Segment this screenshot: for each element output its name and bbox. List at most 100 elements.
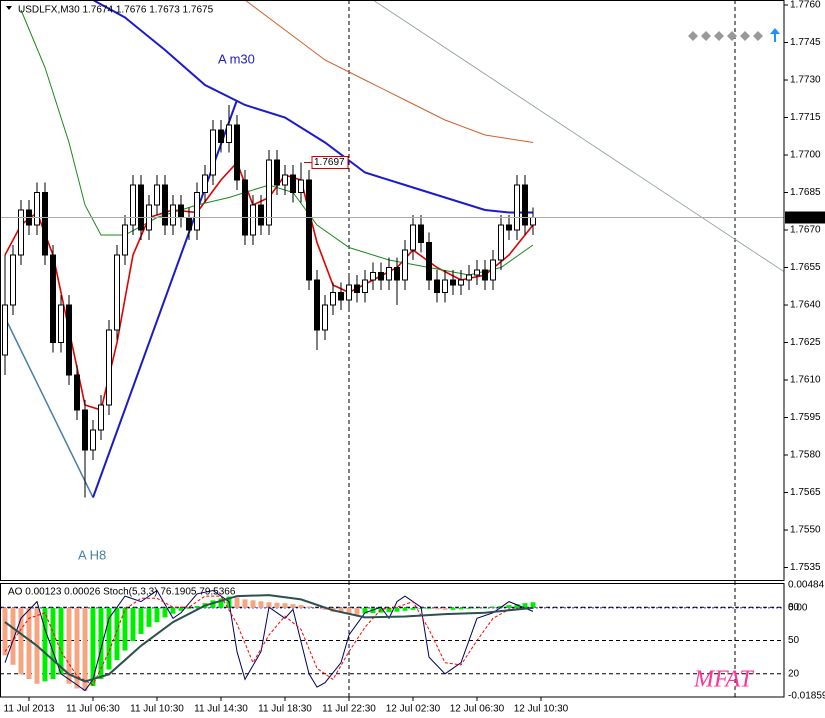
watermark: MFAT [693, 667, 754, 693]
main-panel: 1.7697 [0, 0, 784, 498]
ao-bar [338, 607, 344, 613]
candle-body [282, 174, 288, 186]
candle-body [402, 249, 408, 281]
y-tick-label: 1.7715 [790, 112, 821, 123]
ao-bar [410, 607, 416, 610]
candle-body [370, 272, 376, 281]
ao-bar [2, 607, 8, 656]
ao-bar [362, 607, 368, 614]
y-tick-label: 1.7730 [790, 75, 821, 86]
candle-body [410, 224, 416, 251]
ao-bar [490, 606, 496, 608]
candle-body [274, 159, 280, 186]
candle-body [394, 267, 400, 281]
candle-body [130, 184, 136, 226]
ao-bar [322, 607, 328, 610]
ao-bar [186, 607, 192, 609]
x-tick-label: 12 Jul 06:30 [450, 704, 505, 715]
candle-body [258, 204, 264, 226]
ao-bar [354, 607, 360, 615]
candle-body [74, 374, 80, 411]
candle-body [250, 204, 256, 236]
candle-body [90, 429, 96, 451]
candle-body [498, 224, 504, 261]
ao-bar [218, 598, 224, 608]
menu-triangle [6, 6, 12, 10]
y-tick-label: 0.00 [788, 603, 808, 614]
candle-body [194, 192, 200, 231]
annotation: A H8 [78, 547, 106, 562]
candle-body [42, 192, 48, 256]
y-tick-label: 1.7565 [790, 487, 821, 498]
y-tick-label: 1.7610 [790, 375, 821, 386]
x-tick-label: 11 Jul 22:30 [322, 704, 376, 715]
ao-bar [370, 607, 376, 614]
line [4, 595, 534, 686]
ao-bar [234, 597, 240, 608]
ao-bar [306, 606, 312, 608]
ao-bar [442, 607, 448, 610]
ao-bar [66, 607, 72, 684]
candle-body [314, 279, 320, 331]
x-tick-label: 11 Jul 18:30 [258, 704, 312, 715]
line [4, 589, 534, 692]
candle-body [178, 204, 184, 218]
candle-body [58, 304, 64, 343]
y-tick-label: -0.01859 [788, 691, 825, 702]
candle-body [482, 269, 488, 281]
candle-body [362, 279, 368, 293]
candle-body [202, 174, 208, 193]
y-tick-label: 1.7685 [790, 187, 821, 198]
candle-body [50, 254, 56, 343]
ao-bar [298, 605, 304, 608]
ao-bar [378, 607, 384, 613]
ao-bar [402, 607, 408, 611]
candle-body [2, 304, 8, 356]
candle-body [378, 272, 384, 281]
candle-body [418, 224, 424, 243]
candle-body [458, 279, 464, 286]
candle-body [330, 292, 336, 306]
candle-body [506, 224, 512, 231]
chart-title: USDLFX,M30 1.7674 1.7676 1.7673 1.7675 [18, 5, 214, 16]
ao-bar [346, 607, 352, 614]
y-tick-label: 1.7640 [790, 300, 821, 311]
ao-bar [530, 602, 536, 608]
up-arrow [770, 28, 780, 42]
candle-body [218, 129, 224, 143]
candle-body [34, 192, 40, 226]
x-tick-label: 12 Jul 02:30 [386, 704, 441, 715]
y-tick-label: 1.7625 [790, 337, 821, 348]
ao-bar [114, 607, 120, 661]
ao-bar [10, 607, 16, 665]
candle-body [226, 124, 232, 143]
y2-tick-label: 20 [788, 668, 800, 679]
line [20, 9, 534, 276]
candle-body [266, 159, 272, 226]
ao-bar [386, 607, 392, 613]
ao-bar [258, 601, 264, 608]
y-tick-label: 1.7670 [790, 225, 821, 236]
ao-bar [130, 607, 136, 642]
sub-panel [0, 589, 784, 692]
y-tick-label: 1.7655 [790, 262, 821, 273]
x-tick-label: 11 Jul 2013 [4, 704, 55, 715]
ao-bar [138, 607, 144, 634]
ao-bar [162, 607, 168, 618]
candle-body [106, 329, 112, 406]
candle-body [490, 259, 496, 281]
ao-bar [178, 607, 184, 611]
candle-body [354, 284, 360, 293]
ao-bar [266, 602, 272, 608]
candle-body [170, 204, 176, 226]
candle-body [450, 279, 456, 286]
ao-bar [426, 607, 432, 609]
ao-bar [106, 607, 112, 670]
candle-body [162, 184, 168, 226]
ao-bar [282, 603, 288, 608]
main-frame [0, 0, 785, 581]
ao-bar [506, 605, 512, 608]
y-tick-label: 1.7700 [790, 150, 821, 161]
candle-body [426, 242, 432, 281]
candle-body [242, 179, 248, 236]
